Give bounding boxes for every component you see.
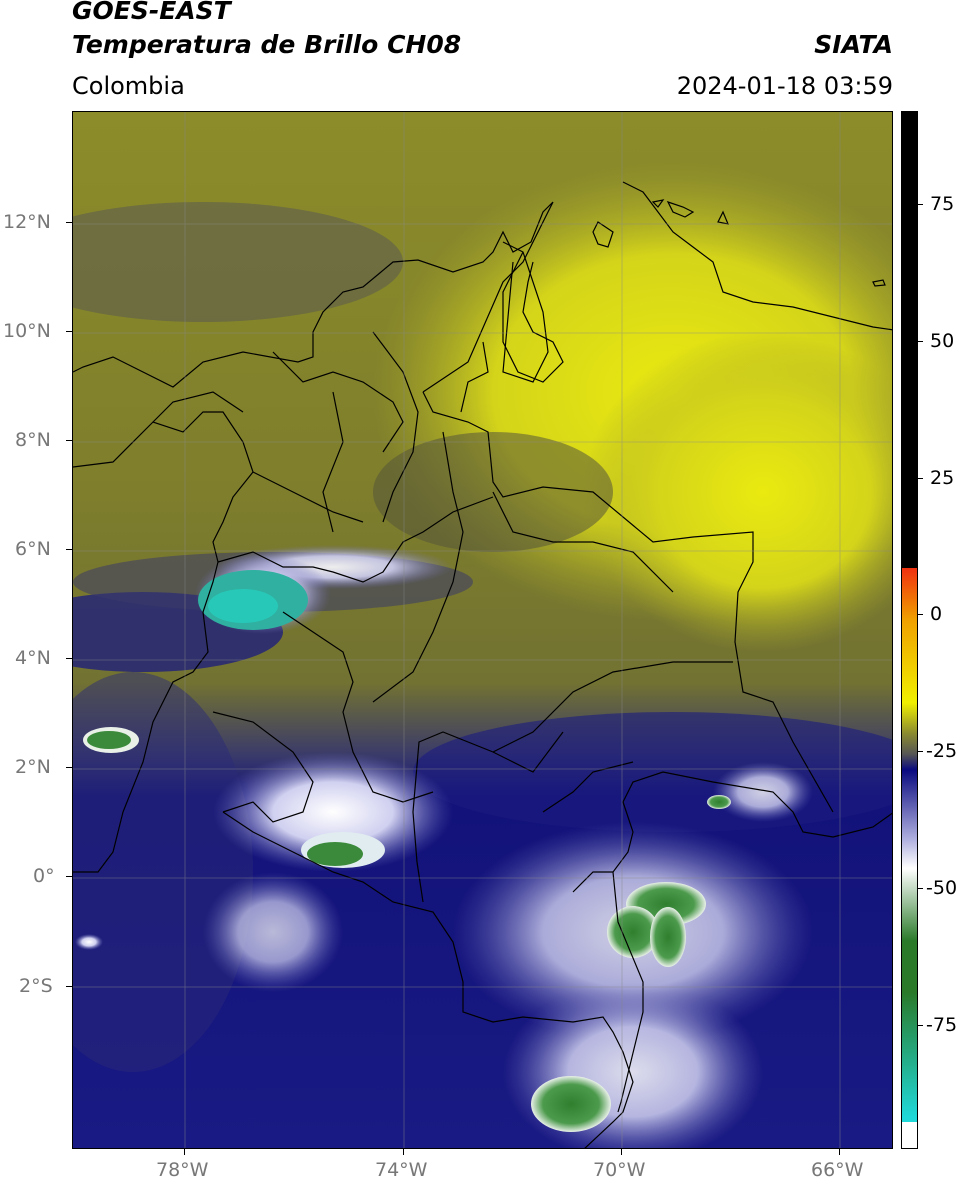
lat-label: 0°	[33, 865, 55, 887]
lat-tick	[66, 986, 72, 987]
colorbar-tick	[918, 204, 923, 205]
lat-label: 10°N	[3, 320, 51, 342]
temperature-colorbar	[901, 111, 918, 1149]
lat-tick	[66, 767, 72, 768]
org-title: SIATA	[814, 30, 893, 59]
region-label: Colombia	[72, 72, 185, 100]
lat-label: 12°N	[3, 211, 51, 233]
lon-tick	[403, 1149, 404, 1155]
lon-label: 66°W	[811, 1159, 864, 1181]
colorbar-label: -50	[926, 877, 958, 899]
lat-label: 6°N	[15, 538, 51, 560]
satellite-title: GOES-EAST	[72, 0, 231, 25]
lon-tick	[184, 1149, 185, 1155]
lat-tick	[66, 549, 72, 550]
brightness-temperature-map	[72, 111, 893, 1149]
colorbar-tick	[918, 614, 923, 615]
lat-tick	[66, 222, 72, 223]
lat-label: 8°N	[15, 429, 51, 451]
colorbar-tick	[918, 751, 923, 752]
lon-label: 78°W	[156, 1159, 209, 1181]
lat-label: 4°N	[15, 647, 51, 669]
lon-label: 74°W	[375, 1159, 428, 1181]
colorbar-label: -25	[926, 740, 958, 762]
colorbar-tick	[918, 478, 923, 479]
lat-tick	[66, 658, 72, 659]
colorbar-label: 0	[930, 603, 943, 625]
colorbar-label: 25	[930, 467, 955, 489]
map-image	[73, 112, 892, 1148]
colorbar-label: 75	[930, 193, 955, 215]
lat-tick	[66, 440, 72, 441]
lat-tick	[66, 331, 72, 332]
colorbar-tick	[918, 888, 923, 889]
lon-label: 70°W	[593, 1159, 646, 1181]
lat-label: 2°N	[15, 756, 51, 778]
lat-label: 2°S	[19, 975, 53, 997]
product-title: Temperatura de Brillo CH08	[72, 30, 462, 59]
colorbar-label: -75	[926, 1014, 958, 1036]
colorbar-tick	[918, 341, 923, 342]
lat-tick	[66, 876, 72, 877]
lon-tick	[839, 1149, 840, 1155]
colorbar-label: 50	[930, 330, 955, 352]
colorbar-tick	[918, 1025, 923, 1026]
lon-tick	[621, 1149, 622, 1155]
datetime-label: 2024-01-18 03:59	[676, 72, 893, 100]
